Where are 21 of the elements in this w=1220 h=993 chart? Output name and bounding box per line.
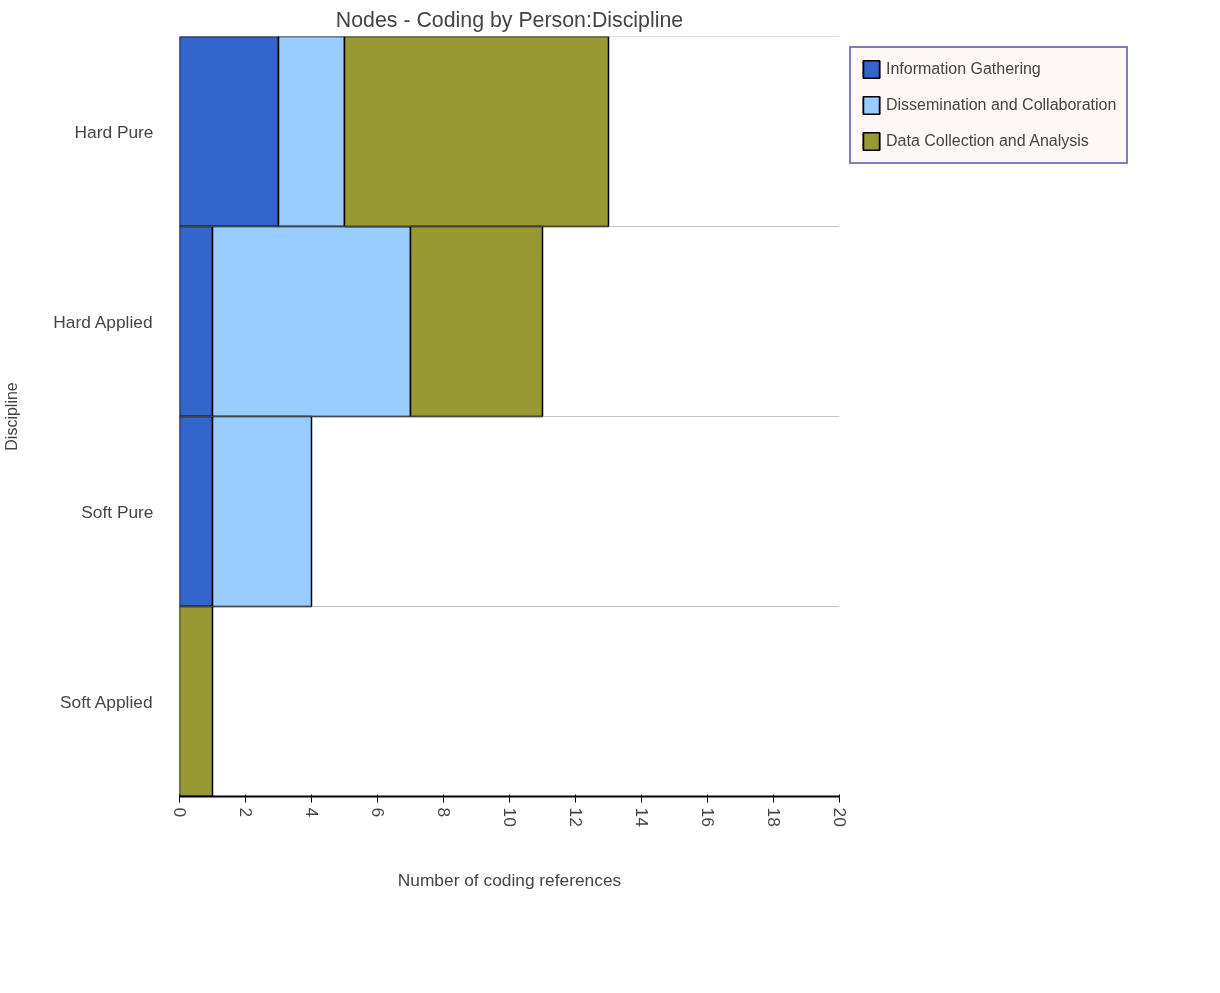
y-tick-label: Hard Pure (74, 121, 154, 142)
y-tick-label: Soft Applied (60, 691, 153, 712)
legend-label: Data Collection and Analysis (886, 132, 1089, 150)
x-tick-label: 16 (697, 807, 718, 827)
y-axis-title: Discipline (3, 382, 21, 451)
x-tick-label: 12 (565, 807, 586, 827)
x-tick-label: 20 (829, 807, 850, 827)
x-tick-label: 14 (631, 807, 652, 828)
x-axis-title: Number of coding references (397, 869, 622, 890)
x-tick-label: 2 (235, 807, 256, 818)
legend-label: Dissemination and Collaboration (886, 96, 1117, 114)
x-tick-label: 6 (367, 807, 388, 818)
x-tick-label: 18 (763, 807, 784, 827)
x-tick-label: 0 (169, 807, 190, 818)
x-tick-label: 8 (433, 807, 454, 818)
x-tick-label: 10 (499, 807, 520, 827)
y-tick-label: Hard Applied (53, 311, 153, 332)
x-tick-label: 4 (301, 807, 322, 818)
y-tick-label: Soft Pure (81, 501, 154, 522)
legend-label: Information Gathering (886, 60, 1041, 78)
chart-title: Nodes - Coding by Person:Discipline (335, 7, 684, 32)
